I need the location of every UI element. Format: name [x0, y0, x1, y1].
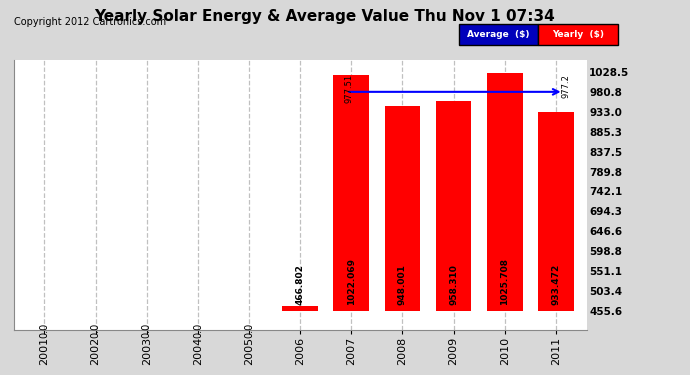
- Bar: [384, 105, 420, 311]
- Bar: [333, 75, 369, 311]
- Bar: [282, 306, 318, 311]
- Text: 977.51: 977.51: [344, 74, 353, 103]
- Text: 977.2: 977.2: [562, 74, 571, 98]
- Text: 0.0: 0.0: [244, 323, 254, 338]
- Text: 933.472: 933.472: [551, 263, 560, 305]
- Bar: [486, 73, 522, 311]
- Text: 0.0: 0.0: [141, 323, 152, 338]
- Bar: [435, 101, 471, 311]
- Text: 958.310: 958.310: [449, 264, 458, 305]
- Text: 0.0: 0.0: [39, 323, 50, 338]
- Text: Copyright 2012 Cartronics.com: Copyright 2012 Cartronics.com: [14, 17, 166, 27]
- Text: Yearly  ($): Yearly ($): [552, 30, 604, 39]
- Text: Average  ($): Average ($): [467, 30, 530, 39]
- Text: 1022.069: 1022.069: [347, 258, 356, 304]
- Text: 0.0: 0.0: [90, 323, 101, 338]
- Bar: [538, 112, 573, 311]
- Text: 1025.708: 1025.708: [500, 258, 509, 304]
- Text: 466.802: 466.802: [295, 264, 305, 305]
- Text: Yearly Solar Energy & Average Value Thu Nov 1 07:34: Yearly Solar Energy & Average Value Thu …: [94, 9, 555, 24]
- Text: 0.0: 0.0: [193, 323, 203, 338]
- Text: 948.001: 948.001: [398, 264, 407, 305]
